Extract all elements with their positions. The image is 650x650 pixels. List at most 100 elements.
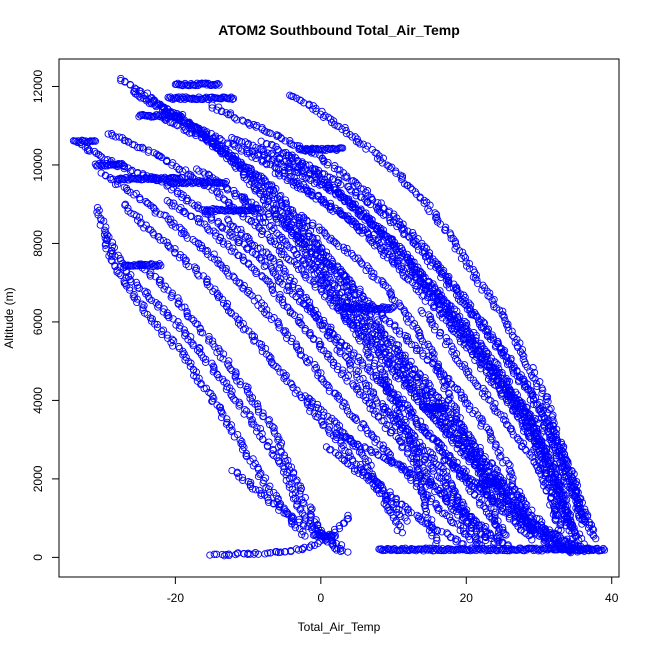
data-point (553, 478, 562, 486)
data-point (356, 140, 364, 148)
data-point (181, 356, 189, 364)
data-point (412, 449, 420, 457)
data-point (224, 140, 233, 148)
data-point (357, 424, 365, 432)
data-point (216, 403, 225, 411)
data-point (295, 213, 304, 222)
data-point (456, 414, 464, 422)
data-point (276, 548, 285, 556)
data-point (138, 143, 147, 152)
data-point (208, 397, 216, 405)
data-point (451, 535, 460, 543)
data-point (496, 453, 504, 461)
data-point (396, 302, 404, 310)
data-point (386, 335, 394, 343)
data-point (539, 386, 547, 394)
data-point (295, 287, 304, 296)
data-point (319, 197, 328, 206)
data-point (177, 229, 186, 238)
data-point (275, 321, 283, 329)
data-point (290, 311, 299, 319)
data-point (298, 159, 307, 168)
data-point (321, 230, 329, 238)
data-point (403, 506, 412, 514)
data-point (272, 362, 280, 371)
data-point (534, 440, 542, 449)
data-point (276, 368, 284, 376)
data-point (420, 501, 428, 509)
data-point (204, 170, 212, 178)
data-point (202, 131, 211, 139)
data-point (378, 352, 386, 361)
data-point (250, 332, 259, 341)
data-point (230, 273, 238, 282)
data-point (185, 129, 194, 137)
data-point (350, 467, 359, 475)
data-point (250, 121, 258, 129)
data-point (353, 223, 361, 232)
data-point (156, 236, 164, 244)
data-point (248, 332, 256, 341)
data-point (241, 405, 249, 414)
data-point (281, 196, 290, 204)
data-point (288, 206, 297, 215)
data-point (297, 351, 306, 359)
data-point (407, 508, 415, 517)
data-point (313, 234, 321, 243)
data-point (281, 329, 289, 337)
data-point (183, 234, 191, 242)
data-point (304, 359, 312, 367)
data-point (264, 417, 272, 425)
data-point (403, 517, 411, 525)
data-point (367, 221, 376, 229)
data-point (412, 455, 421, 463)
data-point (412, 346, 421, 355)
data-point (297, 321, 306, 329)
data-point (250, 151, 258, 159)
data-point (517, 371, 525, 379)
data-point (518, 350, 526, 358)
data-point (364, 430, 372, 438)
data-point (431, 209, 439, 217)
data-point (392, 432, 400, 441)
data-point (183, 309, 191, 318)
data-point (302, 243, 310, 251)
data-point (325, 181, 333, 190)
data-point (105, 252, 113, 260)
data-point (393, 258, 402, 266)
data-point (407, 272, 415, 280)
data-point (422, 511, 430, 519)
data-point (240, 197, 249, 206)
data-point (281, 223, 289, 231)
data-point (455, 419, 464, 428)
data-point (267, 354, 275, 362)
data-point (356, 375, 364, 384)
data-point (373, 149, 381, 158)
data-point (278, 135, 286, 143)
data-point (265, 352, 273, 360)
data-point (155, 301, 163, 309)
data-point (336, 544, 345, 553)
data-point (287, 516, 296, 524)
data-point (300, 256, 308, 264)
data-point (472, 524, 481, 533)
data-point (370, 359, 379, 367)
data-point (396, 330, 404, 338)
data-point (117, 76, 125, 85)
data-point (342, 129, 351, 138)
data-point (310, 179, 319, 188)
data-point (259, 409, 267, 417)
data-point (433, 536, 441, 545)
data-point (529, 374, 537, 382)
data-point (384, 239, 393, 247)
data-point (410, 431, 418, 440)
data-point (133, 295, 141, 303)
data-point (438, 310, 446, 318)
data-point (360, 295, 369, 304)
data-point (310, 262, 318, 270)
data-point (444, 274, 452, 282)
data-point (420, 196, 428, 205)
data-point (256, 215, 264, 223)
data-point (462, 258, 470, 266)
data-point (389, 252, 397, 261)
